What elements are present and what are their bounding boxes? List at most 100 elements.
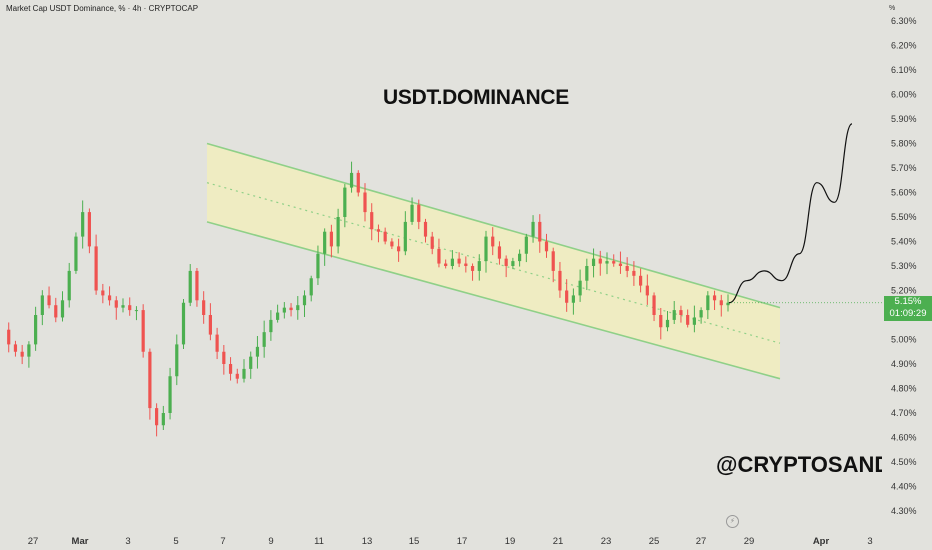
candle	[403, 211, 407, 256]
candle	[202, 291, 206, 324]
candle	[383, 227, 387, 245]
y-tick-label: 4.60%	[891, 433, 917, 443]
x-tick-label: 3	[125, 536, 130, 547]
last-price: 5.15%	[894, 296, 922, 307]
candle	[155, 403, 159, 437]
candle	[484, 230, 488, 273]
candle	[27, 341, 31, 368]
candle	[652, 292, 656, 322]
candle	[60, 291, 65, 322]
candle	[181, 298, 186, 350]
candle	[289, 303, 293, 317]
x-tick-label: Mar	[72, 536, 89, 547]
candle	[430, 231, 434, 255]
candle	[417, 199, 421, 230]
candle	[397, 238, 401, 262]
candle	[148, 348, 152, 420]
candle	[269, 310, 273, 341]
candle	[639, 268, 643, 293]
candle	[612, 254, 616, 267]
y-tick-label: 5.80%	[891, 139, 917, 149]
projection-line	[728, 123, 853, 304]
symbol-title: Market Cap USDT Dominance, % · 4h · CRYP…	[6, 4, 199, 13]
descending-channel	[206, 142, 781, 380]
candle	[538, 214, 542, 253]
candle	[309, 275, 313, 302]
y-tick-label: 4.90%	[891, 359, 917, 369]
channel-fill	[207, 143, 780, 379]
candle	[565, 279, 569, 312]
candle	[74, 232, 78, 274]
candle	[719, 294, 723, 317]
candle	[524, 233, 528, 263]
candle	[222, 344, 226, 375]
candle	[255, 335, 260, 369]
candle	[276, 304, 280, 323]
axis-unit: %	[889, 5, 896, 12]
candle	[625, 257, 629, 278]
countdown-timer: 01:09:29	[889, 308, 927, 319]
candle	[67, 262, 71, 308]
x-tick-label: 13	[362, 536, 373, 547]
candle	[437, 238, 441, 268]
y-tick-label: 6.20%	[891, 41, 917, 51]
time-axis: 27 Mar 3 5 7 9 11 13 15 17 19 21 23 25 27 29 Apr 3	[28, 536, 873, 547]
x-tick-label: 3	[867, 536, 872, 547]
y-tick-label: 5.40%	[891, 237, 917, 247]
candle	[336, 208, 340, 254]
x-tick-label: 27	[696, 536, 707, 547]
x-tick-label: 17	[457, 536, 468, 547]
candle	[302, 290, 307, 318]
candle	[349, 161, 354, 193]
candle	[107, 286, 112, 306]
lightning-icon[interactable]: ⚡	[726, 515, 739, 528]
y-tick-label: 5.90%	[891, 114, 917, 124]
candle	[54, 297, 58, 323]
candle	[679, 305, 683, 323]
y-tick-label: 5.50%	[891, 212, 917, 222]
candle	[188, 264, 192, 307]
candle	[571, 288, 575, 315]
candle	[242, 359, 246, 383]
candle	[699, 307, 703, 324]
candle	[87, 208, 91, 254]
candle	[706, 291, 710, 319]
candle	[343, 183, 347, 228]
x-tick-label: 25	[649, 536, 660, 547]
candle	[518, 249, 522, 267]
price-axis: 4.30% 4.40% 4.50% 4.60% 4.70% 4.80% 4.90% 5.00%…	[891, 16, 917, 516]
candle	[81, 200, 85, 249]
candle	[511, 257, 515, 270]
y-tick-label: 6.30%	[891, 16, 917, 26]
channel-upper-line	[206, 142, 781, 309]
x-tick-label: 5	[173, 536, 178, 547]
candle	[444, 259, 448, 269]
y-tick-label: 5.00%	[891, 335, 917, 345]
candle	[40, 290, 44, 326]
candle	[585, 258, 589, 291]
candle	[101, 283, 105, 304]
x-tick-label: 9	[268, 536, 273, 547]
candles	[7, 161, 730, 437]
y-tick-label: 6.00%	[891, 90, 917, 100]
candle	[249, 351, 253, 379]
candle	[370, 203, 374, 241]
y-tick-label: 4.80%	[891, 384, 917, 394]
candle	[208, 303, 212, 341]
candle	[591, 248, 596, 278]
candle	[531, 215, 535, 243]
candle	[215, 327, 219, 360]
candle	[477, 254, 481, 281]
candle	[262, 320, 266, 358]
candle	[491, 227, 495, 256]
candle	[692, 305, 696, 333]
candle	[168, 367, 172, 420]
candle	[175, 334, 179, 386]
candle	[712, 290, 717, 311]
candle	[544, 233, 549, 258]
projection-path	[728, 123, 884, 304]
candle	[228, 357, 233, 381]
x-tick-label: Apr	[813, 536, 830, 547]
y-tick-label: 4.40%	[891, 482, 917, 492]
